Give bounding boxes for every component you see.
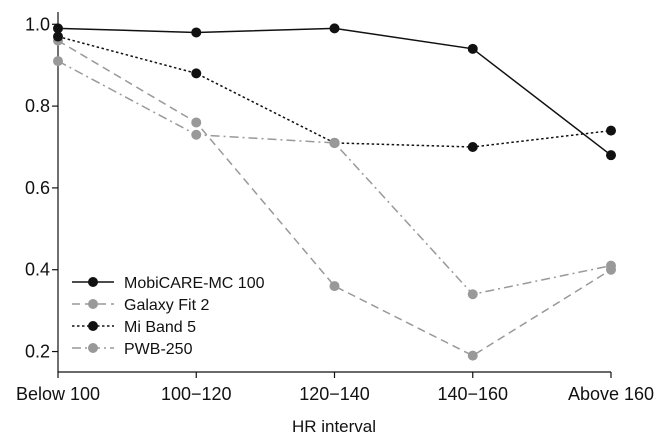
legend-item: MobiCARE-MC 100 bbox=[72, 275, 265, 292]
legend-item: Galaxy Fit 2 bbox=[72, 297, 209, 314]
legend: MobiCARE-MC 100 Galaxy Fit 2 Mi Band 5 PWB-… bbox=[72, 275, 265, 358]
data-point bbox=[191, 129, 202, 140]
legend-label: MobiCARE-MC 100 bbox=[124, 275, 265, 292]
data-point bbox=[191, 117, 202, 128]
axes: 0.2 0.4 0.6 0.8 1.0 Below 100 100−120 120−140 14… bbox=[16, 12, 654, 404]
x-tick-label: 120−140 bbox=[299, 384, 370, 404]
series-line bbox=[57, 35, 612, 148]
data-point bbox=[606, 260, 616, 271]
series-0 bbox=[53, 23, 616, 161]
data-point bbox=[606, 125, 616, 136]
legend-label: Mi Band 5 bbox=[124, 319, 196, 336]
series-line bbox=[57, 60, 612, 296]
data-point bbox=[191, 27, 202, 38]
data-point bbox=[467, 43, 478, 54]
x-tick-label: 100−120 bbox=[161, 384, 232, 404]
legend-marker bbox=[88, 299, 98, 309]
series-line bbox=[57, 39, 612, 357]
data-point bbox=[329, 281, 340, 292]
data-point bbox=[467, 142, 478, 152]
y-tick-label: 0.8 bbox=[25, 96, 50, 116]
data-point bbox=[329, 23, 340, 34]
legend-label: Galaxy Fit 2 bbox=[124, 297, 209, 314]
data-point bbox=[53, 56, 63, 67]
data-point bbox=[329, 137, 340, 148]
data-point bbox=[606, 150, 616, 161]
x-axis-title: HR interval bbox=[292, 417, 376, 436]
legend-marker bbox=[88, 321, 98, 331]
data-point bbox=[53, 31, 63, 42]
series-group bbox=[53, 23, 616, 361]
y-tick-label: 0.2 bbox=[25, 342, 50, 362]
data-point bbox=[467, 350, 478, 361]
series-line bbox=[57, 27, 612, 156]
legend-marker bbox=[88, 277, 98, 287]
x-tick-label: Above 160 bbox=[568, 384, 654, 404]
y-tick-label: 0.6 bbox=[25, 178, 50, 198]
x-tick-label: Below 100 bbox=[16, 384, 100, 404]
data-point bbox=[191, 68, 202, 79]
data-point bbox=[467, 289, 478, 300]
legend-marker bbox=[88, 343, 98, 353]
legend-item: Mi Band 5 bbox=[72, 319, 196, 336]
y-tick-label: 1.0 bbox=[25, 14, 50, 34]
y-tick-label: 0.4 bbox=[25, 260, 50, 280]
series-3 bbox=[53, 56, 616, 300]
legend-label: PWB-250 bbox=[124, 341, 193, 358]
legend-item: PWB-250 bbox=[72, 341, 193, 358]
x-tick-label: 140−160 bbox=[437, 384, 508, 404]
series-2 bbox=[53, 31, 616, 152]
data-point bbox=[53, 23, 63, 34]
